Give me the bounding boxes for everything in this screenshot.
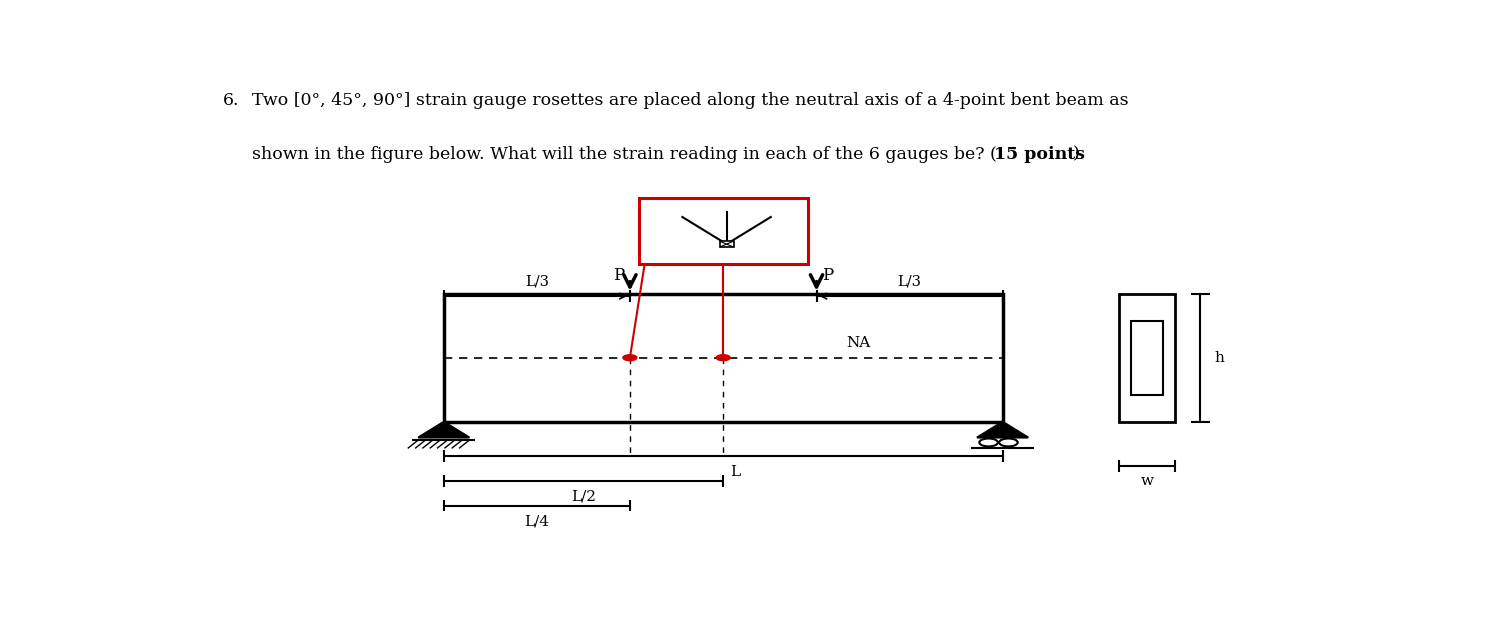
Polygon shape bbox=[1119, 294, 1175, 422]
Polygon shape bbox=[976, 422, 1029, 438]
Polygon shape bbox=[719, 241, 733, 247]
Text: 15 points: 15 points bbox=[994, 146, 1086, 163]
Text: P: P bbox=[823, 267, 834, 284]
Text: 45°: 45° bbox=[753, 202, 775, 214]
Text: Two [0°, 45°, 90°] strain gauge rosettes are placed along the neutral axis of a : Two [0°, 45°, 90°] strain gauge rosettes… bbox=[252, 92, 1128, 109]
Text: −45°: −45° bbox=[649, 202, 682, 214]
Polygon shape bbox=[638, 198, 808, 264]
Text: L/3: L/3 bbox=[524, 275, 548, 289]
Circle shape bbox=[716, 355, 730, 361]
Text: 6.: 6. bbox=[222, 92, 239, 109]
Text: 0°: 0° bbox=[721, 202, 736, 214]
Text: ): ) bbox=[1072, 146, 1078, 163]
Text: h: h bbox=[1215, 351, 1224, 365]
Text: L/3: L/3 bbox=[898, 275, 922, 289]
Text: shown in the figure below. What will the strain reading in each of the 6 gauges : shown in the figure below. What will the… bbox=[252, 146, 996, 163]
Text: w: w bbox=[1140, 474, 1154, 488]
Text: P: P bbox=[613, 267, 623, 284]
Text: NA: NA bbox=[846, 336, 870, 350]
Circle shape bbox=[623, 355, 637, 361]
Polygon shape bbox=[418, 422, 470, 438]
Polygon shape bbox=[1131, 321, 1163, 395]
Text: L/2: L/2 bbox=[571, 490, 596, 504]
Text: L: L bbox=[730, 465, 740, 479]
Text: L/4: L/4 bbox=[524, 515, 550, 529]
